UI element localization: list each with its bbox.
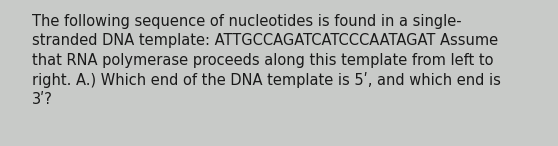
Text: right. A.) Which end of the DNA template is 5ʹ, and which end is: right. A.) Which end of the DNA template… bbox=[32, 73, 501, 88]
Text: The following sequence of nucleotides is found in a single-: The following sequence of nucleotides is… bbox=[32, 14, 461, 29]
Text: stranded DNA template: ATTGCCAGATCATCCCAATAGAT Assume: stranded DNA template: ATTGCCAGATCATCCCA… bbox=[32, 33, 498, 48]
Text: 3ʹ?: 3ʹ? bbox=[32, 92, 53, 107]
Text: that RNA polymerase proceeds along this template from left to: that RNA polymerase proceeds along this … bbox=[32, 53, 493, 68]
